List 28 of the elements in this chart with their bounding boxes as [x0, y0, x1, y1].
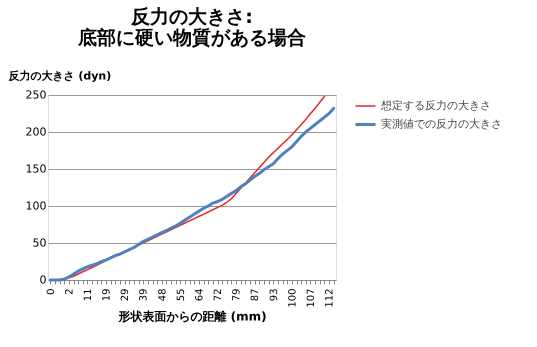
- x-tick-label: 11: [82, 288, 94, 302]
- y-axis-title: 反力の大きさ (dyn): [8, 70, 112, 82]
- y-tick-label: 0: [40, 274, 46, 286]
- x-tick-label: 48: [157, 288, 168, 302]
- x-tick-label: 39: [138, 288, 150, 302]
- x-tick-label: 112: [324, 288, 336, 308]
- x-tick-label: 0: [46, 288, 57, 295]
- x-tick-label: 29: [120, 288, 132, 302]
- x-axis-title: 形状表面からの距離 (mm): [117, 310, 267, 324]
- x-tick-label: 55: [176, 288, 187, 302]
- x-tick-label: 79: [232, 288, 243, 302]
- legend-label: 実測値での反力の大きさ: [381, 118, 502, 130]
- x-tick-label: 2: [64, 288, 76, 295]
- y-tick-label: 100: [26, 200, 46, 212]
- x-tick-label: 100: [287, 288, 298, 308]
- x-tick-label: 93: [268, 288, 280, 302]
- y-tick-label: 250: [26, 88, 46, 102]
- y-tick-label: 150: [26, 162, 46, 176]
- legend-label: 想定する反力の大きさ: [380, 99, 491, 112]
- chart-title: 反力の大きさ: 底部に硬い物質がある場合: [77, 6, 306, 49]
- line-series: [48, 106, 336, 282]
- x-tick-label: 87: [250, 288, 262, 302]
- y-tick-label: 50: [32, 236, 46, 250]
- x-tick-label: 64: [194, 288, 206, 302]
- x-tick-label: 107: [306, 288, 317, 308]
- y-tick-label: 200: [26, 126, 46, 138]
- x-tick-label: 19: [102, 288, 113, 302]
- x-tick-label: 72: [213, 288, 224, 302]
